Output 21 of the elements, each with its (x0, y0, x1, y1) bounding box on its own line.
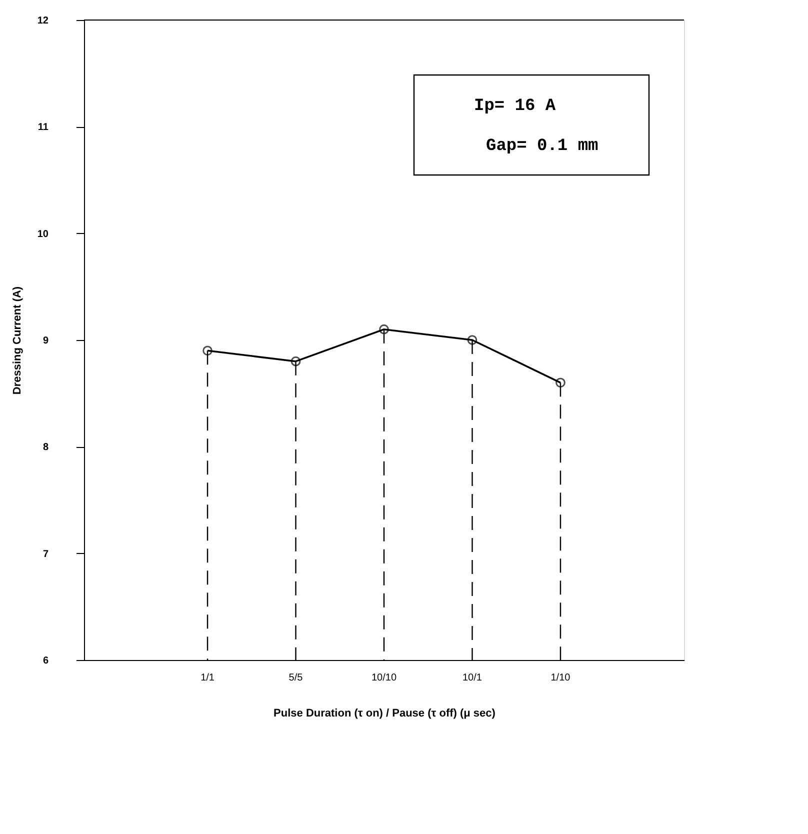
annotation: Gap= 0.1 mm (486, 137, 598, 156)
y-tick-label: 11 (38, 122, 49, 134)
x-tick-label: 1/10 (550, 672, 571, 684)
point (556, 378, 566, 388)
x-tick-label: 10/1 (462, 672, 482, 684)
y-tick-label: 10 (37, 228, 49, 240)
y-tick-label: 12 (37, 16, 49, 26)
point (379, 324, 389, 334)
point (202, 346, 212, 356)
x-axis-title: Pulse Duration (τ on) / Pause (τ off) (μ sec) (274, 708, 496, 720)
y-tick-label: 9 (42, 336, 49, 346)
x-tick-label: 10/10 (371, 672, 397, 684)
y-tick-label: 8 (42, 442, 49, 454)
point (290, 356, 301, 366)
y-tick-label: 6 (42, 656, 49, 666)
x-tick-label: 1/1 (200, 672, 215, 684)
y-axis-title: Dressing Current (A) (11, 286, 24, 395)
annotation: Ip= 16 A (474, 97, 556, 116)
y-tick-label: 7 (42, 548, 49, 560)
x-tick-label: 5/5 (288, 672, 304, 684)
point (467, 335, 478, 345)
